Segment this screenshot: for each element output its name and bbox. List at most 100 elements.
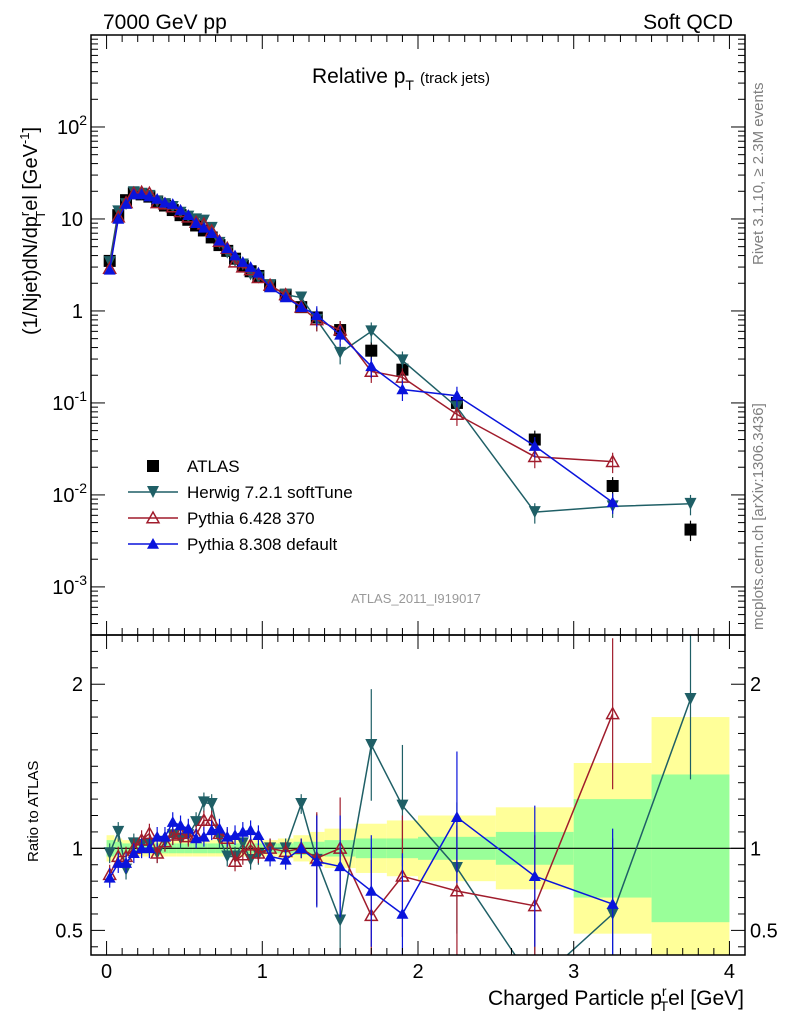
header-right: Soft QCD — [643, 11, 733, 34]
x-tick-label: 0 — [101, 961, 112, 983]
plot-title: Relative pT (track jets) — [312, 65, 490, 93]
ratio-y-tick-label-left: 1 — [72, 838, 83, 860]
ratio-point — [244, 824, 257, 836]
ratio-point — [449, 883, 465, 897]
ratio-point — [396, 907, 409, 919]
data-point — [528, 506, 541, 519]
series-3 — [103, 188, 619, 514]
ratio-point — [182, 822, 195, 834]
ratio-point — [605, 706, 620, 720]
ratio-y-tick-label-left: 2 — [72, 674, 83, 696]
legend-label: Pythia 6.428 370 — [187, 509, 315, 528]
data-point — [112, 212, 125, 224]
data-point — [264, 281, 277, 293]
ratio-point — [103, 847, 116, 860]
data-point — [143, 190, 156, 202]
ratio-point — [279, 853, 292, 865]
legend-marker — [147, 486, 159, 498]
data-point — [190, 217, 203, 228]
ratio-point — [135, 842, 148, 854]
ratio-point — [334, 860, 347, 872]
ratio-point — [227, 853, 243, 868]
y-axis-label: (1/Njet)dN/dprTel [GeV-1] — [17, 127, 48, 335]
ratio-point — [143, 842, 156, 854]
data-point — [684, 497, 697, 510]
side-text-mcplots: mcplots.cern.ch [arXiv:1306.3436] — [750, 403, 767, 630]
data-point — [295, 301, 308, 312]
data-point — [396, 383, 409, 395]
ratio-point — [213, 822, 226, 834]
ratio-point — [142, 826, 157, 840]
ratio-point — [264, 850, 277, 862]
legend-marker — [147, 538, 159, 549]
data-point — [252, 266, 265, 278]
legend-marker — [147, 460, 159, 472]
ratio-plot-data — [102, 635, 697, 955]
data-point — [449, 406, 465, 420]
ratio-point — [295, 798, 308, 811]
data-point — [606, 496, 619, 508]
data-point — [205, 227, 218, 239]
data-point — [236, 256, 249, 267]
ratio-point — [252, 829, 265, 841]
ratio-point — [158, 830, 171, 842]
ratio-point — [112, 825, 125, 838]
ratio-point — [205, 798, 218, 811]
ratio-point — [151, 830, 164, 842]
x-tick-label: 3 — [568, 961, 579, 983]
ratio-point — [166, 816, 179, 827]
ratio-point — [174, 819, 187, 831]
data-point — [197, 221, 210, 233]
ratio-point — [112, 857, 125, 868]
data-point — [365, 344, 378, 357]
data-point — [120, 198, 133, 209]
ratio-point — [251, 845, 266, 859]
y-tick-label: 10-3 — [52, 572, 87, 599]
data-point — [295, 291, 308, 304]
ratio-uncertainty-bands — [91, 717, 745, 955]
data-point — [103, 263, 116, 275]
legend-label: ATLAS — [187, 457, 240, 476]
data-point — [151, 192, 164, 204]
data-point — [605, 454, 620, 468]
ratio-point — [310, 855, 323, 867]
ratio-point — [528, 870, 541, 882]
ratio-point — [197, 830, 210, 842]
data-point — [365, 360, 378, 372]
ratio-point — [103, 871, 116, 883]
data-point — [334, 328, 347, 340]
ratio-point — [229, 829, 242, 841]
ratio-point — [190, 816, 203, 829]
data-point — [221, 242, 234, 254]
data-point — [334, 346, 347, 359]
ratio-point — [243, 837, 258, 851]
data-point — [527, 449, 543, 463]
series-2 — [102, 184, 620, 474]
data-point — [174, 204, 187, 215]
data-point — [213, 234, 226, 246]
data-point — [182, 209, 195, 220]
ratio-y-tick-label-right: 0.5 — [750, 920, 778, 942]
ratio-point — [365, 738, 378, 751]
ratio-point — [684, 693, 697, 705]
data-point — [279, 291, 292, 303]
ratio-point — [236, 837, 249, 850]
data-point — [229, 249, 242, 261]
ratio-point — [365, 885, 378, 896]
ratio-y-tick-label-right: 2 — [750, 674, 761, 696]
legend: ATLAS Herwig 7.2.1 softTune Pythia 6.428 3… — [128, 457, 353, 554]
data-point — [606, 480, 619, 493]
ratio-point — [127, 847, 140, 859]
ratio-point — [295, 842, 308, 854]
y-tick-label: 10 — [61, 209, 83, 231]
y-tick-label: 102 — [57, 112, 87, 139]
axis-ticks: 0 1 2 3 4 10-3 10-2 10-1 1 10 102 0.5 0.5 1 1 2 2 — [52, 34, 778, 983]
data-point — [227, 254, 243, 268]
legend-marker — [145, 510, 161, 524]
analysis-watermark: ATLAS_2011_I919017 — [351, 591, 481, 606]
ratio-point — [235, 847, 251, 861]
main-series-group — [102, 184, 697, 542]
y-tick-label: 1 — [72, 301, 83, 323]
band-group — [91, 717, 745, 955]
